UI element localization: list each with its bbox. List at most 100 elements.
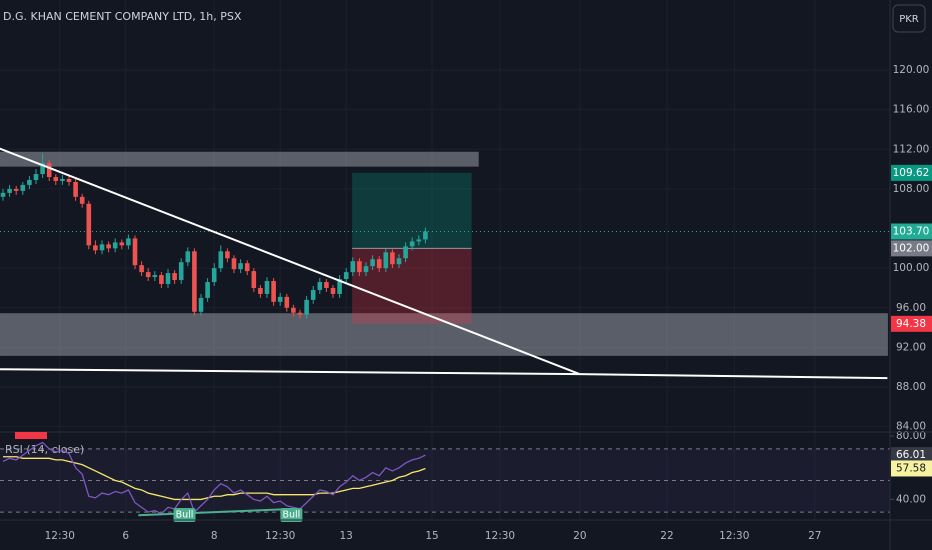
x-tick-label: 6 [122, 530, 129, 542]
y-tick-label: 96.00 [896, 302, 926, 314]
candle-body [403, 246, 408, 259]
candle-body [271, 281, 276, 302]
bull-label-box [280, 508, 303, 522]
rsi-value-label: 66.01 [896, 449, 926, 461]
price-label: 102.00 [893, 242, 930, 254]
trend-line [0, 368, 888, 380]
candle-body [7, 188, 12, 193]
candle-body [363, 266, 369, 273]
candle-body [264, 281, 270, 294]
price-label: 94.38 [896, 318, 926, 330]
x-tick-label: 27 [808, 530, 821, 542]
price-label: 103.70 [893, 226, 930, 238]
candle-body [20, 184, 26, 191]
candle-body [297, 312, 303, 315]
loss-zone [352, 248, 472, 324]
candle-body [198, 297, 204, 312]
bull-label: Bull [283, 510, 301, 521]
candle-body [383, 252, 389, 269]
price-label: 109.62 [893, 167, 930, 179]
bull-label: Bull [176, 510, 194, 521]
candle-body [106, 244, 111, 249]
x-tick-label: 12:30 [265, 530, 295, 542]
rsi-value-box [891, 447, 932, 464]
candle-body [112, 242, 118, 249]
y-tick-label: 92.00 [896, 341, 926, 353]
rsi-tick-label: 80.00 [896, 430, 926, 442]
candle-body [396, 258, 402, 265]
candle-body [337, 279, 342, 294]
candle-body [238, 263, 243, 270]
drawings-front [0, 147, 888, 380]
y-tick-label: 100.00 [893, 262, 930, 274]
flag-marker [15, 432, 47, 439]
chart-title: D.G. KHAN CEMENT COMPANY LTD, 1h, PSX [3, 10, 242, 23]
candle-body [185, 251, 191, 263]
candle-body [40, 163, 45, 175]
price-label-box [891, 315, 932, 332]
candle-body [343, 272, 349, 280]
y-tick-label: 88.00 [896, 381, 926, 393]
candle-body [53, 177, 59, 181]
candle-body [172, 273, 177, 281]
x-tick-label: 13 [340, 530, 353, 542]
candle-body [244, 263, 250, 272]
rsi-line [2, 441, 426, 515]
candle-body [152, 275, 158, 278]
candle-body [291, 307, 296, 313]
trend-line [0, 147, 581, 376]
x-tick-label: 12:30 [485, 530, 515, 542]
candle-body [13, 188, 19, 191]
candle-body [178, 262, 184, 281]
candle-body [73, 181, 78, 197]
candle-body [66, 179, 72, 182]
candle-body [99, 244, 105, 251]
candle-body [211, 268, 217, 283]
rsi-band [0, 448, 890, 513]
candle-body [33, 174, 39, 180]
candle-body [0, 192, 6, 197]
candle-body [370, 259, 375, 267]
candle-body [330, 287, 336, 294]
price-label-box [891, 240, 932, 257]
candle-body [258, 287, 263, 294]
y-tick-label: 108.00 [893, 183, 930, 195]
price-label-box [891, 164, 932, 181]
x-tick-label: 22 [660, 530, 673, 542]
candle-body [119, 242, 125, 246]
candle-body [192, 251, 197, 312]
candle-body [46, 163, 52, 178]
candle-body [324, 282, 329, 288]
x-tick-label: 12:30 [45, 530, 75, 542]
candle-body [225, 251, 230, 259]
x-tick-label: 8 [211, 530, 218, 542]
currency-button[interactable] [892, 4, 926, 33]
candle-body [218, 251, 224, 269]
rsi-title: RSI (14, close) [5, 443, 84, 456]
y-tick-label: 116.00 [893, 104, 930, 116]
currency[interactable]: PKR [899, 14, 919, 25]
candle-body [132, 238, 138, 266]
candle-body [139, 265, 144, 273]
rsi-tick-label: 40.00 [896, 493, 926, 505]
price-label-box [891, 223, 932, 240]
candle-body [159, 275, 164, 285]
candle-body [284, 296, 290, 308]
x-tick-label: 20 [573, 530, 586, 542]
candles [0, 153, 428, 319]
candle-body [423, 231, 428, 240]
candle-body [350, 261, 356, 273]
bull-label-box [173, 508, 196, 522]
candle-body [376, 259, 382, 269]
divergence-line [138, 507, 294, 517]
candle-body [145, 272, 151, 278]
y-tick-label: 112.00 [893, 143, 930, 155]
candle-body [310, 289, 316, 300]
candle-body [93, 245, 98, 251]
candle-body [79, 196, 85, 204]
rsi-value-label: 57.58 [896, 462, 926, 474]
profit-zone [352, 172, 472, 249]
candle-body [165, 273, 171, 285]
